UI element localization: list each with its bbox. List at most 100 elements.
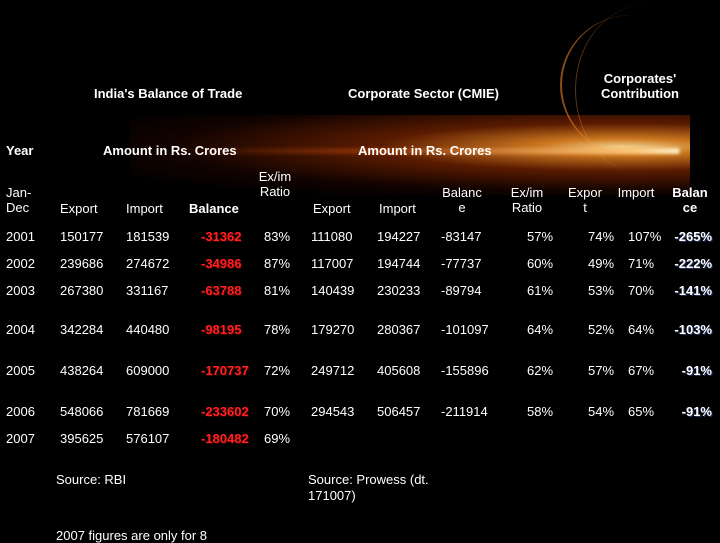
table-cell-c-exim: 62%: [527, 363, 554, 378]
col-corp-exim-ratio: Ex/im Ratio: [510, 185, 544, 215]
table-cell-p-export: 52%: [588, 322, 615, 337]
table-cell-c-export: 179270: [311, 322, 355, 337]
table-cell-balance: -180482: [201, 431, 249, 446]
table-cell-balance: -170737: [201, 363, 249, 378]
table-cell-import: 181539: [126, 229, 170, 244]
col-exim-ratio: Ex/im Ratio: [258, 169, 292, 199]
table-cell-c-balance: -211914: [441, 404, 488, 419]
table-cell-balance: -34986: [201, 256, 242, 271]
col-import: Import: [126, 201, 163, 216]
table-cell-export: 342284: [60, 322, 104, 337]
table-cell-exim: 72%: [264, 363, 291, 378]
table-cell-c-exim: 64%: [527, 322, 554, 337]
table-cell-c-import: 194227: [377, 229, 421, 244]
table-cell-p-import: 71%: [628, 256, 655, 271]
col-contrib-import: Import: [617, 185, 655, 200]
col-export: Export: [60, 201, 98, 216]
col-jan-dec: Jan-Dec: [6, 185, 32, 215]
table-cell-import: 274672: [126, 256, 170, 271]
table-cell-exim: 81%: [264, 283, 291, 298]
table-cell-year: 2004: [6, 322, 35, 337]
table-cell-exim: 87%: [264, 256, 291, 271]
decorative-arc-outer: [575, 5, 716, 175]
table-cell-import: 781669: [126, 404, 170, 419]
table-cell-exim: 69%: [264, 431, 291, 446]
table-cell-c-import: 280367: [377, 322, 421, 337]
table-cell-export: 438264: [60, 363, 104, 378]
table-cell-c-import: 506457: [377, 404, 421, 419]
table-cell-c-export: 117007: [311, 256, 354, 271]
footnote: 2007 figures are only for 8: [56, 528, 208, 543]
col-contrib-balance: Balance: [672, 185, 708, 215]
table-cell-p-import: 65%: [628, 404, 655, 419]
table-cell-c-export: 111080: [311, 229, 353, 244]
table-cell-p-export: 74%: [588, 229, 615, 244]
table-cell-c-exim: 58%: [527, 404, 554, 419]
table-cell-c-balance: -101097: [441, 322, 489, 337]
table-cell-c-balance: -155896: [441, 363, 489, 378]
title-balance-of-trade: India's Balance of Trade: [94, 86, 243, 101]
table-cell-balance: -63788: [201, 283, 242, 298]
decorative-flare-line: [170, 148, 680, 154]
table-cell-p-export: 53%: [588, 283, 615, 298]
table-cell-p-balance: -265%: [674, 229, 712, 244]
table-cell-c-exim: 57%: [527, 229, 554, 244]
table-cell-year: 2001: [6, 229, 35, 244]
units-left: Amount in Rs. Crores: [103, 143, 237, 158]
title-corporates-contribution: Corporates' Contribution: [601, 71, 679, 101]
source-prowess: Source: Prowess (dt. 171007): [308, 472, 429, 503]
source-rbi: Source: RBI: [56, 472, 127, 487]
table-cell-year: 2002: [6, 256, 35, 271]
table-cell-exim: 83%: [264, 229, 291, 244]
table-cell-p-balance: -222%: [674, 256, 712, 271]
table-cell-balance: -233602: [201, 404, 249, 419]
table-cell-c-import: 194744: [377, 256, 421, 271]
table-cell-exim: 70%: [264, 404, 291, 419]
table-cell-c-balance: -89794: [441, 283, 482, 298]
table-cell-year: 2003: [6, 283, 35, 298]
table-cell-import: 576107: [126, 431, 170, 446]
table-cell-c-export: 294543: [311, 404, 355, 419]
table-cell-import: 331167: [126, 283, 169, 298]
col-contrib-export: Export: [568, 185, 602, 215]
table-cell-export: 395625: [60, 431, 104, 446]
table-cell-export: 239686: [60, 256, 104, 271]
table-cell-export: 267380: [60, 283, 104, 298]
table-cell-p-balance: -91%: [681, 363, 712, 378]
table-cell-import: 440480: [126, 322, 170, 337]
table-cell-p-import: 107%: [628, 229, 662, 244]
table-cell-p-import: 70%: [628, 283, 655, 298]
table-cell-c-balance: -77737: [441, 256, 482, 271]
table-cell-import: 609000: [126, 363, 170, 378]
table-cell-p-import: 67%: [628, 363, 655, 378]
col-corp-export: Export: [313, 201, 351, 216]
table-cell-c-balance: -83147: [441, 229, 482, 244]
table-cell-c-exim: 60%: [527, 256, 554, 271]
table-cell-p-balance: -141%: [674, 283, 712, 298]
table-cell-p-balance: -91%: [681, 404, 712, 419]
table-cell-p-export: 57%: [588, 363, 615, 378]
table-cell-export: 150177: [60, 229, 104, 244]
table-cell-c-export: 140439: [311, 283, 355, 298]
col-corp-import: Import: [379, 201, 416, 216]
table-cell-p-balance: -103%: [674, 322, 712, 337]
decorative-arc: [560, 15, 702, 155]
table-cell-balance: -98195: [201, 322, 242, 337]
col-corp-balance: Balance: [442, 185, 482, 215]
table-cell-c-import: 230233: [377, 283, 421, 298]
table-cell-balance: -31362: [201, 229, 242, 244]
units-right: Amount in Rs. Crores: [358, 143, 492, 158]
table-cell-c-import: 405608: [377, 363, 421, 378]
col-balance: Balance: [189, 201, 239, 216]
table-cell-exim: 78%: [264, 322, 291, 337]
table-cell-p-import: 64%: [628, 322, 655, 337]
table-cell-p-export: 49%: [588, 256, 615, 271]
title-corporate-sector: Corporate Sector (CMIE): [348, 86, 499, 101]
year-header: Year: [6, 143, 34, 158]
table-cell-p-export: 54%: [588, 404, 615, 419]
table-cell-year: 2005: [6, 363, 35, 378]
table-cell-c-export: 249712: [311, 363, 355, 378]
table-cell-c-exim: 61%: [527, 283, 554, 298]
table-cell-export: 548066: [60, 404, 104, 419]
table-cell-year: 2006: [6, 404, 35, 419]
